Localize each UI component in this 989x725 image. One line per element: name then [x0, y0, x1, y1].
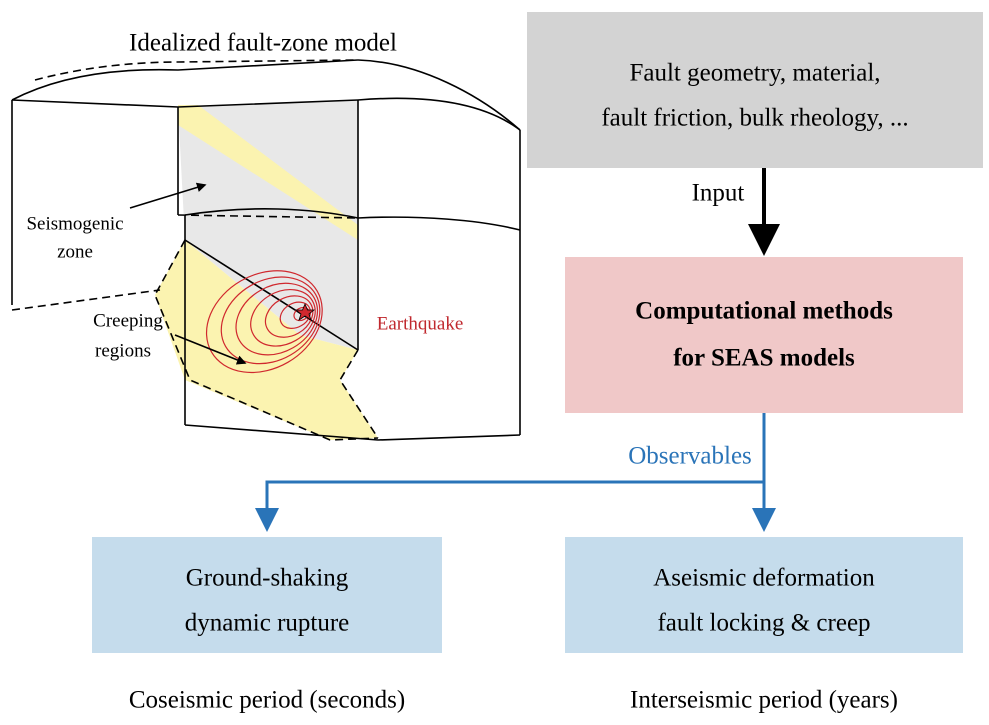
input-text: fault friction, bulk rheology, ... — [601, 105, 908, 132]
input-text: Fault geometry, material, — [629, 60, 880, 87]
output-text: Ground-shaking — [186, 565, 349, 592]
fault-model — [11, 59, 521, 441]
output-caption: Interseismic period (years) — [630, 687, 898, 714]
seismogenic-label: Seismogenic — [26, 213, 123, 234]
earthquake-label: Earthquake — [377, 313, 464, 334]
model-title: Idealized fault-zone model — [129, 30, 397, 57]
output-box — [92, 537, 442, 653]
output-text: Aseismic deformation — [653, 565, 875, 592]
seismogenic-label: zone — [57, 241, 93, 262]
input-box — [527, 12, 983, 168]
observables-arrows — [255, 413, 776, 532]
creeping-label: Creeping — [93, 310, 163, 331]
output-text: fault locking & creep — [657, 610, 870, 637]
methods-text: for SEAS models — [673, 345, 855, 372]
creeping-label: regions — [95, 340, 151, 361]
input-label: Input — [692, 180, 745, 207]
output-box — [565, 537, 963, 653]
output-text: dynamic rupture — [185, 610, 350, 637]
output-caption: Coseismic period (seconds) — [129, 687, 405, 714]
observables-label: Observables — [628, 443, 752, 470]
methods-text: Computational methods — [635, 298, 893, 325]
methods-box — [565, 257, 963, 413]
